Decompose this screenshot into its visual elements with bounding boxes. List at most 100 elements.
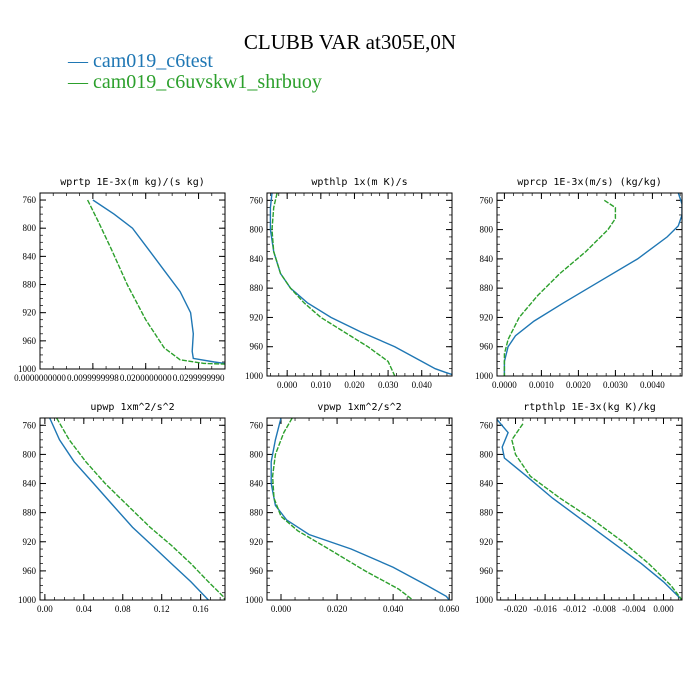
x-tick-label: 0.010	[311, 380, 332, 390]
panel-title: wprcp 1E-3x(m/s) (kg/kg)	[517, 177, 662, 188]
panel-5: vpwp 1xm^2/s^2 760 800 840 880 920 960 1000 0.00…	[245, 402, 460, 614]
y-tick-label: 800	[480, 449, 494, 459]
y-tick-label: 1000	[18, 364, 37, 374]
y-tick-label: 840	[480, 479, 494, 489]
panel-title: rtpthlp 1E-3x(kg K)/kg	[523, 402, 655, 413]
y-tick-label: 920	[480, 312, 494, 322]
x-tick-label: -0.012	[563, 604, 586, 614]
y-tick-label: 760	[250, 195, 264, 205]
y-tick-label: 840	[23, 251, 37, 261]
legend-entry-2: — cam019_c6uvskw1_shrbuoy	[68, 71, 322, 93]
x-tick-label: 0.0099999998	[67, 373, 119, 383]
y-tick-label: 760	[250, 420, 264, 430]
series-line-2	[511, 423, 682, 600]
panel-title: vpwp 1xm^2/s^2	[317, 402, 401, 413]
y-tick-label: 880	[23, 508, 37, 518]
x-tick-label: 0.000	[653, 604, 674, 614]
legend-label-2: cam019_c6uvskw1_shrbuoy	[93, 71, 322, 93]
plot-frame	[266, 417, 453, 601]
legend-line-marker-1: —	[68, 50, 88, 72]
x-tick-label: -0.016	[533, 604, 557, 614]
y-tick-label: 920	[480, 537, 494, 547]
y-tick-label: 880	[250, 283, 264, 293]
x-tick-label: 0.0000	[492, 380, 517, 390]
y-tick-label: 880	[480, 283, 494, 293]
y-tick-label: 760	[480, 195, 494, 205]
x-tick-label: 0.020	[327, 604, 348, 614]
panel-title: wpthlp 1x(m K)/s	[311, 177, 407, 188]
y-tick-label: 1000	[245, 371, 264, 381]
y-tick-label: 800	[250, 225, 264, 235]
panel-3: wprcp 1E-3x(m/s) (kg/kg) 760 800 840 880 920 9…	[475, 177, 683, 390]
x-tick-label: 0.0200000000	[120, 373, 172, 383]
series-line-2	[55, 418, 225, 600]
y-tick-label: 920	[250, 537, 264, 547]
y-tick-label: 800	[250, 449, 264, 459]
y-tick-label: 840	[250, 254, 264, 264]
y-tick-label: 960	[480, 566, 494, 576]
legend-entry-1: — cam019_c6test	[68, 50, 213, 72]
x-tick-label: -0.004	[622, 604, 646, 614]
panel-title: wprtp 1E-3x(m kg)/(s kg)	[60, 177, 205, 188]
x-tick-label: 0.0000000000	[14, 373, 66, 383]
legend-label-1: cam019_c6test	[93, 50, 213, 72]
plot-frame	[39, 417, 226, 601]
y-tick-label: 880	[250, 508, 264, 518]
series-line-1	[92, 199, 225, 365]
y-tick-label: 960	[250, 566, 264, 576]
plot-frame	[39, 192, 226, 370]
series-line-1	[49, 418, 209, 600]
y-tick-label: 920	[250, 312, 264, 322]
x-tick-label: 0.00	[37, 604, 53, 614]
y-tick-label: 960	[250, 342, 264, 352]
plot-frame	[266, 192, 453, 377]
x-tick-label: 0.0010	[529, 380, 554, 390]
panel-1: wprtp 1E-3x(m kg)/(s kg) 760 800 840 880 920 9…	[14, 177, 226, 383]
y-tick-label: 1000	[18, 595, 37, 605]
y-tick-label: 800	[23, 449, 37, 459]
panel-6: rtpthlp 1E-3x(kg K)/kg 760 800 840 880 920 960…	[475, 402, 683, 614]
y-tick-label: 760	[480, 420, 494, 430]
x-tick-label: 0.0040	[640, 380, 665, 390]
y-tick-label: 1000	[475, 595, 494, 605]
x-tick-label: -0.008	[593, 604, 617, 614]
x-tick-label: 0.0020	[566, 380, 591, 390]
y-tick-label: 840	[250, 479, 264, 489]
panel-4: upwp 1xm^2/s^2 760 800 840 880 920 960 10000.00…	[18, 402, 226, 614]
series-line-1	[269, 193, 452, 376]
x-tick-label: 0.12	[154, 604, 170, 614]
series-line-1	[503, 193, 682, 376]
y-tick-label: 880	[480, 508, 494, 518]
x-tick-label: 0.030	[378, 380, 399, 390]
chart-title: CLUBB VAR at305E,0N	[243, 30, 457, 54]
y-tick-label: 840	[480, 254, 494, 264]
y-tick-label: 800	[23, 223, 37, 233]
panel-title: upwp 1xm^2/s^2	[90, 402, 174, 413]
x-tick-label: 0.000	[271, 604, 292, 614]
y-tick-label: 760	[23, 195, 37, 205]
series-line-2	[271, 193, 396, 376]
x-tick-label: 0.0299999990	[173, 373, 225, 383]
x-tick-label: -0.020	[504, 604, 528, 614]
x-tick-label: 0.020	[344, 380, 365, 390]
y-tick-label: 960	[480, 342, 494, 352]
series-line-2	[271, 418, 414, 600]
y-tick-label: 960	[23, 566, 37, 576]
y-tick-label: 960	[23, 336, 37, 346]
y-tick-label: 840	[23, 479, 37, 489]
legend-line-marker-2: —	[68, 71, 88, 93]
y-tick-label: 800	[480, 225, 494, 235]
x-tick-label: 0.0030	[603, 380, 628, 390]
y-tick-label: 920	[23, 308, 37, 318]
plot-frame	[496, 417, 683, 601]
series-line-1	[497, 419, 682, 600]
series-line-2	[503, 199, 617, 376]
x-tick-label: 0.04	[76, 604, 92, 614]
x-tick-label: 0.040	[383, 604, 404, 614]
series-line-1	[270, 418, 450, 600]
x-tick-label: 0.08	[115, 604, 131, 614]
series-line-2	[86, 199, 225, 365]
y-tick-label: 920	[23, 537, 37, 547]
x-tick-label: 0.16	[193, 604, 209, 614]
